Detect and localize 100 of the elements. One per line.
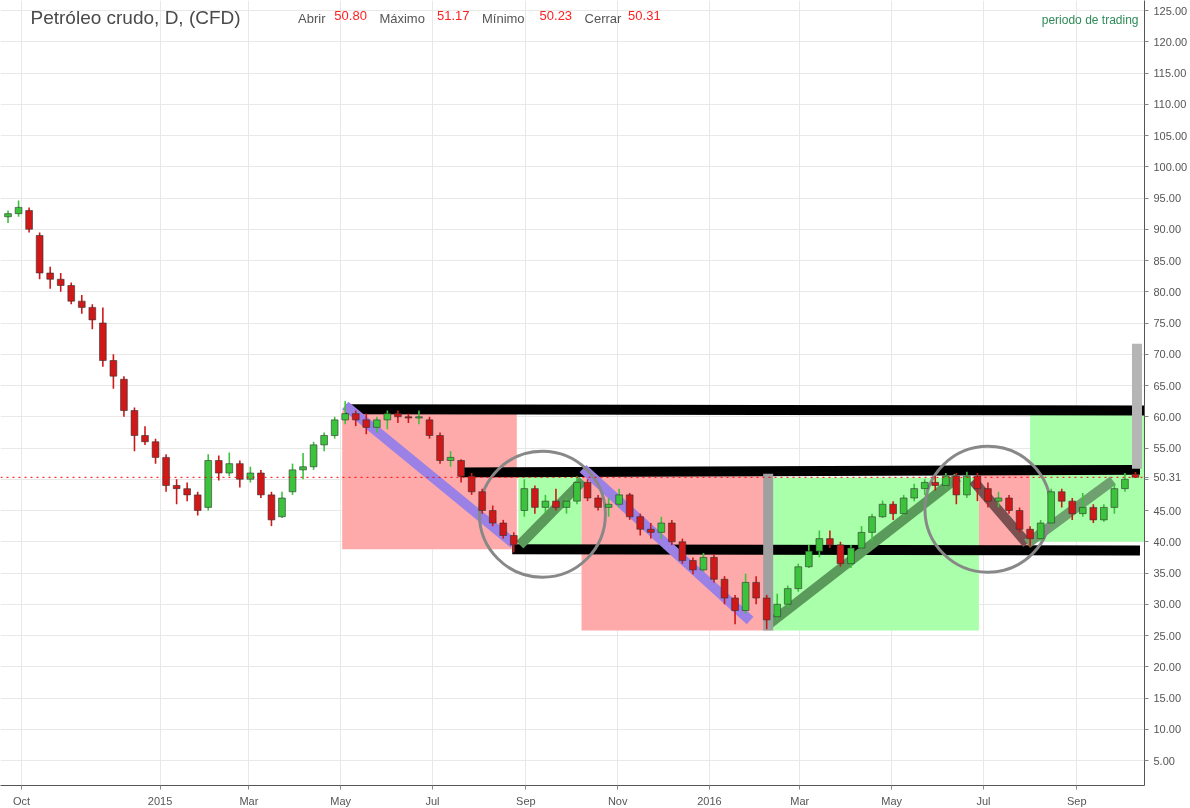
candlestick (299, 452, 307, 481)
candlestick (615, 487, 623, 509)
candlestick (46, 265, 54, 290)
candlestick (236, 459, 244, 489)
candlestick (1079, 492, 1087, 518)
candlestick (636, 512, 644, 537)
x-tick-label: Sep (516, 794, 536, 807)
candlestick (1121, 472, 1129, 493)
y-tick-label: 85.00 (1153, 254, 1182, 267)
annotation: 50.80 (334, 7, 367, 23)
annotation: 50.31 (628, 7, 661, 23)
candlestick (678, 537, 687, 565)
y-tick-label: 95.00 (1153, 192, 1182, 204)
candlestick (25, 206, 33, 234)
candlestick (731, 594, 739, 626)
candlestick (773, 592, 781, 621)
candlestick (78, 294, 86, 315)
candlestick (183, 481, 191, 502)
candlestick (467, 472, 476, 496)
y-tick-label: 90.00 (1153, 223, 1182, 236)
candlestick (257, 469, 265, 499)
candlestick (815, 529, 824, 559)
annotation: Cerrar (584, 10, 623, 26)
candlestick (510, 531, 518, 554)
candlestick (541, 494, 550, 515)
candlestick (805, 544, 813, 569)
candlestick (784, 584, 792, 609)
candlestick (847, 544, 855, 569)
candlestick (341, 400, 349, 426)
candlestick (330, 415, 339, 440)
candlestick (57, 272, 65, 293)
x-tick-label: Sep (1066, 794, 1087, 807)
candlestick (626, 492, 634, 521)
candlestick (1058, 487, 1066, 509)
y-tick-label: 100.00 (1153, 160, 1188, 173)
y-tick-label: 35.00 (1153, 567, 1182, 579)
annotation: 50.23 (539, 7, 573, 23)
x-tick-label: 2015 (147, 794, 173, 807)
candlestick (1036, 519, 1045, 542)
annotation: 51.17 (436, 7, 470, 23)
candlestick (278, 490, 286, 519)
x-tick-label: Mar (239, 794, 259, 807)
y-tick-label: 80.00 (1153, 285, 1182, 298)
candlestick (963, 470, 971, 499)
candlestick (552, 487, 560, 512)
candlestick (836, 540, 845, 568)
candlestick (489, 504, 497, 527)
candlestick (215, 454, 223, 482)
y-tick-label: 115.00 (1153, 67, 1187, 79)
candlestick (889, 500, 897, 521)
candlestick (573, 475, 581, 506)
y-tick-label: 20.00 (1153, 660, 1182, 673)
candlestick (457, 458, 465, 484)
candlestick (88, 303, 97, 331)
y-tick-label: 55.00 (1153, 442, 1182, 454)
y-tick-label: 70.00 (1153, 348, 1182, 361)
candlestick (984, 481, 992, 509)
y-tick-label: 105.00 (1153, 129, 1188, 142)
candlestick (952, 472, 961, 506)
candlestick (868, 512, 876, 543)
annotation: periodo de trading (1041, 12, 1139, 27)
x-tick-label: Mar (790, 794, 810, 807)
candlestick (309, 440, 318, 471)
annotation: Mínimo (481, 10, 525, 26)
candlestick (1068, 497, 1076, 521)
candlestick (931, 475, 939, 492)
y-tick-label: 45.00 (1153, 504, 1182, 517)
candlestick (973, 472, 982, 502)
candlestick (657, 515, 665, 540)
candlestick (225, 451, 233, 477)
candlestick (720, 575, 729, 606)
x-tick-label: May (330, 794, 352, 807)
x-tick-label: May (881, 794, 903, 807)
candlestick (710, 553, 718, 584)
candlestick (194, 490, 202, 517)
candlestick (288, 462, 297, 496)
candlestick (478, 487, 486, 515)
y-tick-label: 5.00 (1153, 754, 1175, 767)
candlestick (425, 415, 434, 440)
candlestick (1110, 482, 1119, 515)
candlestick (415, 409, 423, 426)
candlestick (172, 478, 181, 506)
candlestick (794, 562, 802, 593)
candlestick (1015, 506, 1024, 534)
x-tick-label: Jul (976, 794, 991, 807)
y-tick-label: 10.00 (1153, 723, 1182, 736)
y-tick-label: 125.00 (1153, 4, 1188, 17)
candlestick (604, 497, 613, 518)
candlestick (67, 281, 75, 306)
y-tick-label: 30.00 (1153, 598, 1182, 611)
ref-line-label: 50.31 (1153, 471, 1182, 484)
candlestick (141, 425, 149, 446)
candlestick (109, 353, 118, 390)
candlestick (699, 552, 708, 573)
candlestick (151, 437, 160, 465)
y-tick-label: 75.00 (1153, 317, 1182, 329)
candlestick (1026, 525, 1034, 548)
annotation: Máximo (379, 10, 425, 26)
x-tick-label: Jul (425, 794, 440, 807)
y-tick-label: 15.00 (1153, 692, 1182, 704)
